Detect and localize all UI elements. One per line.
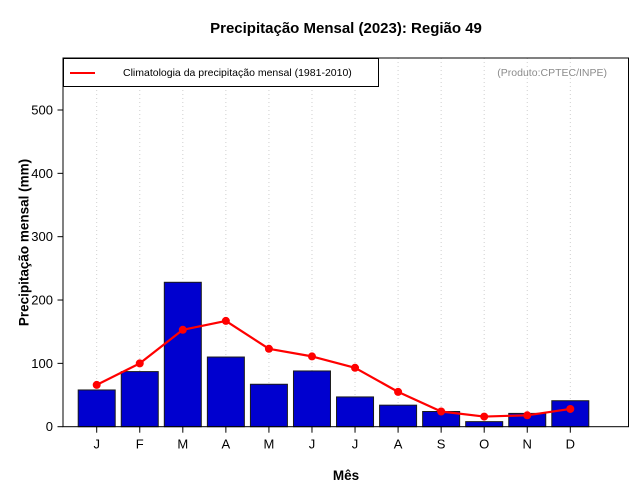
precip-bar: [292, 370, 331, 428]
precip-bar: [206, 356, 245, 428]
climatology-point: [523, 411, 532, 420]
precip-bar: [120, 371, 159, 428]
legend-line-sample: [70, 71, 95, 74]
x-tick-label: S: [437, 437, 446, 452]
precip-bar: [379, 404, 418, 428]
x-axis-title: Mês: [332, 468, 360, 483]
y-tick-label: 0: [46, 419, 53, 434]
x-tick-label: J: [93, 437, 100, 452]
climatology-point: [178, 325, 187, 334]
product-credit-text: (Produto:CPTEC/INPE): [497, 67, 607, 79]
x-tick-label: A: [394, 437, 403, 452]
x-tick-label: M: [177, 437, 188, 452]
climatology-point: [351, 363, 360, 372]
legend: Climatologia da precipitação mensal (198…: [63, 58, 379, 87]
climatology-point: [307, 352, 316, 361]
x-tick-label: A: [222, 437, 231, 452]
x-tick-label: N: [523, 437, 532, 452]
precip-bar: [163, 281, 202, 428]
climatology-point: [135, 359, 144, 368]
y-tick-label: 400: [31, 166, 53, 181]
climatology-point: [92, 380, 101, 389]
y-tick-label: 100: [31, 356, 53, 371]
y-tick-label: 300: [31, 229, 53, 244]
x-tick-label: F: [136, 437, 144, 452]
y-axis-title: Precipitação mensal (mm): [16, 158, 32, 327]
climatology-point: [394, 387, 403, 396]
x-tick-label: M: [263, 437, 274, 452]
precip-bar: [336, 396, 375, 428]
climatology-point: [221, 316, 230, 325]
precip-bar: [465, 421, 504, 428]
climatology-point: [437, 407, 446, 416]
y-tick-label: 200: [31, 293, 53, 308]
x-tick-label: J: [309, 437, 316, 452]
precip-bar: [249, 383, 288, 428]
precip-bar: [551, 400, 590, 428]
legend-label: Climatologia da precipitação mensal (198…: [123, 66, 352, 79]
y-tick-label: 500: [31, 103, 53, 118]
chart-title: Precipitação Mensal (2023): Região 49: [210, 20, 482, 37]
x-tick-label: D: [566, 437, 575, 452]
climatology-point: [566, 404, 575, 413]
climatology-point: [264, 344, 273, 353]
x-tick-label: O: [479, 437, 489, 452]
x-tick-label: J: [352, 437, 359, 452]
climatology-line: [96, 319, 571, 418]
climatology-point: [480, 412, 489, 421]
precip-bar: [77, 389, 116, 428]
